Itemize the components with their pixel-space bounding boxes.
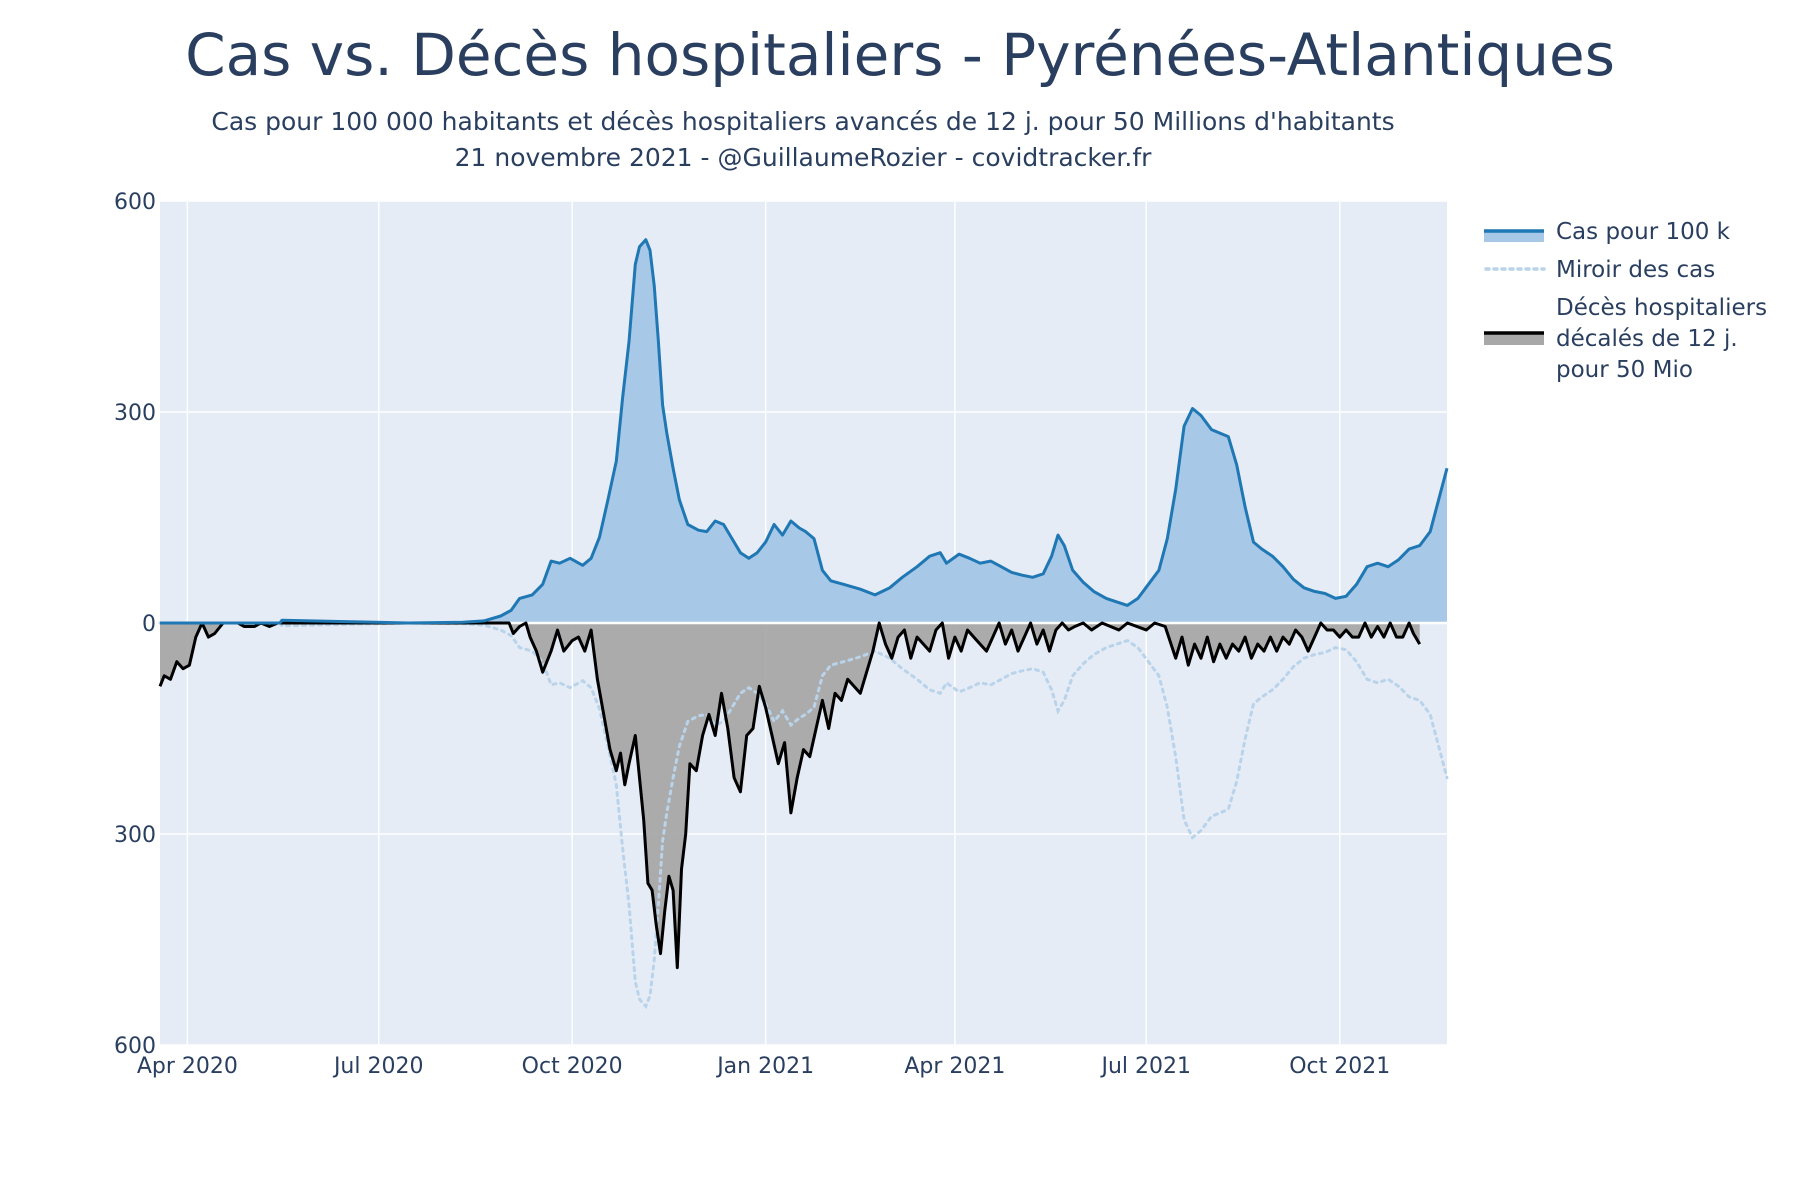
x-tick-label: Jul 2020 — [332, 1054, 424, 1079]
series-layer — [158, 238, 1449, 1010]
x-tick-label: Apr 2021 — [904, 1054, 1005, 1079]
legend-item-mirror[interactable]: Miroir des cas — [1484, 257, 1715, 283]
legend-swatch-deaths-fill — [1484, 333, 1544, 345]
legend-label-cases: Cas pour 100 k — [1556, 219, 1731, 245]
x-tick-label: Oct 2021 — [1289, 1054, 1390, 1079]
legend-label-deaths-line: décalés de 12 j. — [1556, 326, 1738, 352]
legend-item-cases[interactable]: Cas pour 100 k — [1484, 219, 1731, 245]
cases-area — [160, 239, 1447, 623]
chart-subtitle-line2: 21 novembre 2021 - @GuillaumeRozier - co… — [455, 143, 1153, 172]
x-tick-label: Jul 2021 — [1100, 1054, 1192, 1079]
x-tick-label: Jan 2021 — [715, 1054, 814, 1079]
y-tick-label: 600 — [114, 1034, 156, 1059]
legend-swatch-cases-fill — [1484, 230, 1544, 242]
mirror-line — [158, 621, 1449, 1010]
x-tick-label: Apr 2020 — [137, 1054, 238, 1079]
deaths-line — [158, 621, 1421, 970]
chart-title: Cas vs. Décès hospitaliers - Pyrénées-At… — [185, 21, 1615, 89]
chart-subtitle-line1: Cas pour 100 000 habitants et décès hosp… — [211, 107, 1394, 136]
legend-item-deaths[interactable]: Décès hospitaliers décalés de 12 j. pour 5… — [1484, 295, 1767, 383]
y-tick-label: 0 — [142, 612, 156, 637]
y-tick-label: 300 — [114, 401, 156, 426]
legend-label-deaths-line: Décès hospitaliers — [1556, 295, 1767, 321]
cases-line — [160, 238, 1449, 625]
x-axis: Apr 2020 Jul 2020 Oct 2020 Jan 2021 Apr 2021… — [137, 1054, 1390, 1079]
x-tick-label: Oct 2020 — [522, 1054, 623, 1079]
y-axis: 600 300 0 300 600 — [114, 190, 156, 1059]
legend[interactable]: Cas pour 100 k Miroir des cas Décès hospit… — [1484, 219, 1767, 383]
y-tick-label: 300 — [114, 823, 156, 848]
legend-label-mirror: Miroir des cas — [1556, 257, 1715, 283]
y-tick-label: 600 — [114, 190, 156, 215]
legend-label-deaths-line: pour 50 Mio — [1556, 357, 1693, 383]
